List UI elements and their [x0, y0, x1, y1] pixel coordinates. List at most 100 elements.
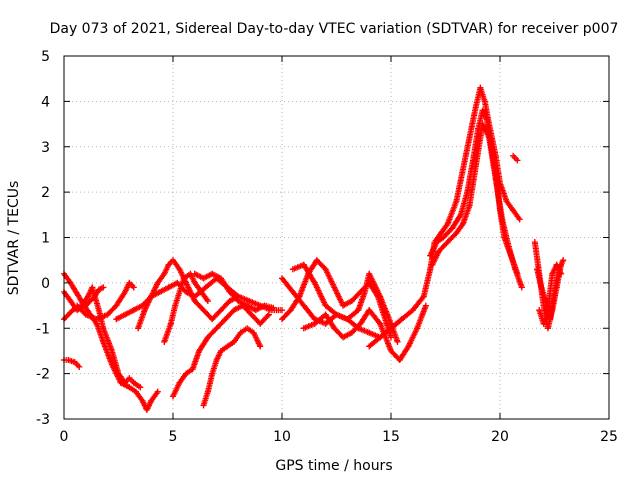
data-point [261, 302, 268, 309]
data-point [531, 239, 538, 246]
data-point [366, 270, 373, 277]
data-point [250, 329, 257, 336]
data-point [126, 375, 133, 382]
data-point [226, 288, 233, 295]
y-tick-label: 2 [41, 185, 50, 201]
data-point [470, 152, 477, 159]
data-point [473, 102, 480, 109]
data-point [444, 239, 451, 246]
data-point [113, 316, 120, 323]
data-point [224, 343, 231, 350]
x-tick-label: 25 [600, 429, 618, 445]
data-point [322, 302, 329, 309]
data-point [444, 220, 451, 227]
data-point [459, 220, 466, 227]
x-tick-label: 0 [60, 429, 69, 445]
data-point [287, 307, 294, 314]
data-point [479, 107, 486, 114]
data-point [459, 166, 466, 173]
data-point [93, 316, 100, 323]
series-markers [510, 152, 521, 164]
data-point [130, 379, 137, 386]
data-point [161, 270, 168, 277]
data-point [289, 288, 296, 295]
series-track-i [170, 302, 272, 400]
data-point [126, 279, 133, 286]
data-point [209, 270, 216, 277]
data-point [200, 275, 207, 282]
data-point [435, 248, 442, 255]
grid [64, 56, 609, 419]
data-point [108, 347, 115, 354]
data-point [235, 298, 242, 305]
data-point [534, 266, 541, 273]
data-point [300, 302, 307, 309]
data-point [108, 361, 115, 368]
data-point [279, 316, 285, 323]
data-point [457, 211, 464, 218]
data-point [405, 343, 412, 350]
data-point [91, 293, 98, 300]
data-point [388, 325, 394, 332]
series-track-k [191, 270, 277, 314]
data-point [74, 302, 81, 309]
data-point [388, 347, 394, 354]
data-point [67, 298, 74, 305]
data-point [204, 388, 211, 395]
data-point [440, 234, 447, 241]
data-point [65, 357, 72, 364]
data-point [176, 288, 183, 295]
series-track-o [300, 302, 429, 364]
data-point [348, 329, 355, 336]
data-point [538, 284, 545, 291]
data-point [95, 307, 102, 314]
data-point [95, 286, 102, 293]
y-tick-label: -3 [36, 412, 50, 428]
data-point [322, 266, 329, 273]
data-point [414, 325, 421, 332]
data-point [237, 329, 244, 336]
data-point [130, 284, 137, 291]
data-point [340, 334, 347, 341]
series-track-d [61, 284, 107, 314]
data-point [82, 302, 89, 309]
y-tick-label: 0 [41, 276, 50, 292]
series-track-f [113, 275, 285, 323]
data-point [544, 325, 551, 332]
data-point [189, 366, 196, 373]
data-point [433, 239, 440, 246]
data-point [311, 320, 318, 327]
data-point [130, 307, 137, 314]
data-point [176, 379, 183, 386]
data-point [477, 84, 484, 91]
data-point [248, 311, 255, 318]
data-point [361, 288, 368, 295]
data-point [366, 307, 373, 314]
data-point [549, 270, 556, 277]
data-point [231, 307, 238, 314]
data-point [560, 257, 567, 264]
data-point [198, 288, 205, 295]
y-tick-label: 4 [41, 94, 50, 110]
data-point [453, 198, 460, 205]
data-point [481, 98, 488, 105]
data-point [76, 363, 83, 370]
y-tick-label: 3 [41, 140, 50, 156]
data-point [355, 307, 362, 314]
data-point [510, 207, 517, 214]
data-point [115, 370, 122, 377]
data-point [270, 304, 277, 311]
data-point [366, 329, 373, 336]
data-point [449, 225, 456, 232]
data-point [518, 284, 525, 291]
data-point [311, 279, 318, 286]
x-tick-label: 20 [491, 429, 509, 445]
x-tick-label: 5 [169, 429, 178, 445]
data-point [191, 279, 198, 286]
data-point [429, 261, 436, 268]
data-point [172, 302, 179, 309]
data-point [505, 243, 512, 250]
data-point [466, 134, 473, 141]
data-point [244, 325, 251, 332]
data-point [483, 116, 490, 123]
